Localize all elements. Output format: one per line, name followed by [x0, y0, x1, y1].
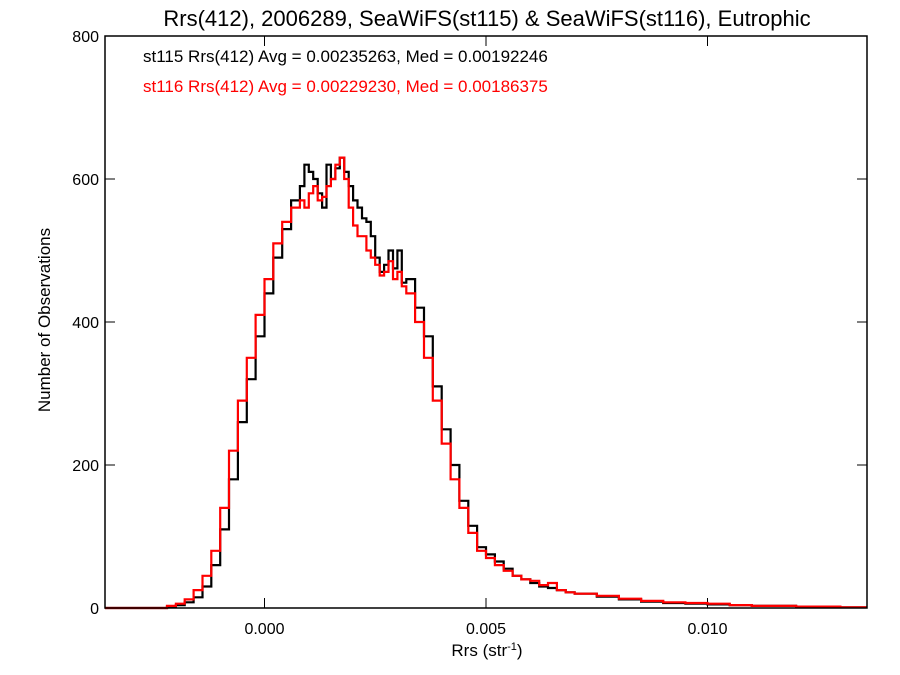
x-tick-label: 0.000 — [244, 621, 284, 638]
legend-entry-st116: st116 Rrs(412) Avg = 0.00229230, Med = 0… — [143, 77, 548, 96]
series-line-st116 — [105, 156, 867, 610]
x-tick-label: 0.010 — [687, 621, 727, 638]
y-tick-label: 0 — [90, 601, 99, 618]
y-tick-label: 600 — [72, 172, 99, 189]
x-axis-label-superscript: -1 — [507, 641, 517, 653]
y-tick-label: 400 — [72, 315, 99, 332]
y-tick-label: 200 — [72, 458, 99, 475]
legend-entry-st115: st115 Rrs(412) Avg = 0.00235263, Med = 0… — [143, 47, 548, 66]
y-axis-label: Number of Observations — [35, 228, 54, 412]
x-tick-label: 0.005 — [466, 621, 506, 638]
x-axis-label-main: Rrs (str — [451, 641, 507, 660]
chart-title: Rrs(412), 2006289, SeaWiFS(st115) & SeaW… — [163, 6, 810, 31]
x-axis-label: Rrs (str-1) — [451, 641, 522, 660]
plot-content: 0 200 400 600 800 0.000 0.005 0.010 — [72, 29, 867, 638]
x-axis-label-close: ) — [517, 641, 523, 660]
y-tick-label: 800 — [72, 29, 99, 46]
plot-frame — [104, 35, 868, 609]
